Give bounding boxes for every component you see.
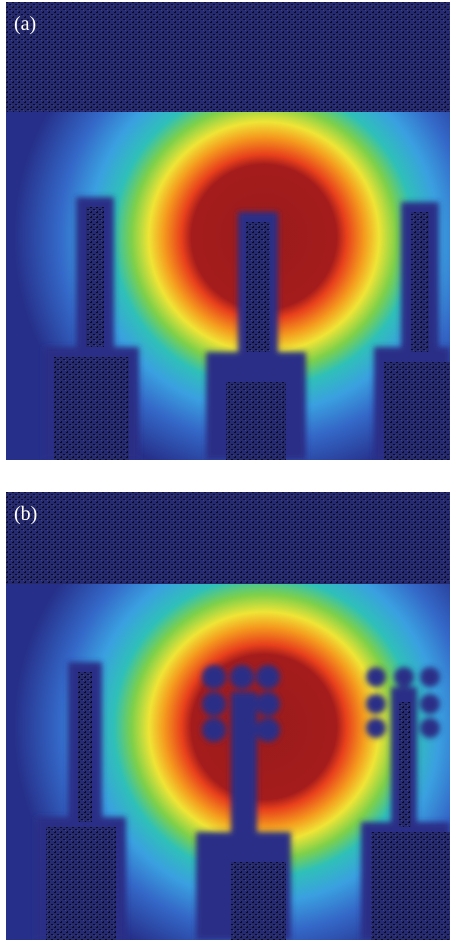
panel-a: (a) xyxy=(6,2,450,460)
panel-label: (a) xyxy=(14,13,36,35)
panel-label: (b) xyxy=(14,503,37,525)
panel-b: (b) xyxy=(6,492,450,940)
